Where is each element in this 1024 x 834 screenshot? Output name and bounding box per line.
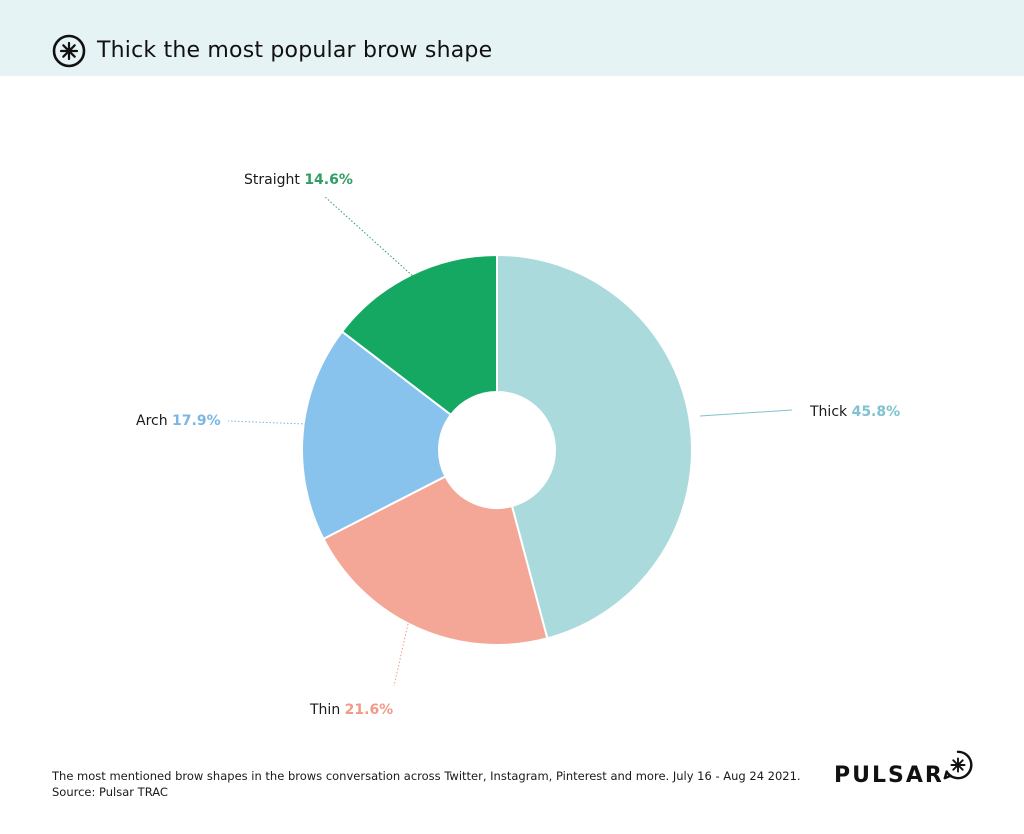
pulsar-brand-icon [943,750,973,780]
label-value-straight: 14.6% [304,172,353,188]
label-thick: Thick 45.8% [809,404,900,420]
slice-thick [496,253,693,640]
label-arch: Arch 17.9% [136,413,221,429]
footnote: The most mentioned brow shapes in the br… [52,768,801,800]
label-name-thick: Thick [809,404,852,420]
leader-line-thin [393,623,409,687]
leader-line-thick [699,409,793,417]
source-text: Source: Pulsar TRAC [52,785,168,799]
brand-name: PULSAR [834,763,944,788]
label-name-thin: Thin [309,702,345,718]
header-bar: Thick the most popular brow shape [0,0,1024,76]
label-name-straight: Straight [244,172,304,188]
donut-chart: Thick 45.8% Thin 21.6% Arch 17.9% Straight … [136,172,900,718]
label-value-thick: 45.8% [852,404,901,420]
label-value-arch: 17.9% [172,413,221,429]
footnote-text: The most mentioned brow shapes in the br… [52,769,801,783]
slice-straight [340,253,498,417]
slice-arch [301,330,453,541]
leader-line-arch [227,420,307,425]
label-value-thin: 21.6% [345,702,394,718]
page-title: Thick the most popular brow shape [97,38,493,63]
leader-line-straight [323,195,447,307]
pulsar-logo-icon [52,34,86,68]
label-name-arch: Arch [136,413,172,429]
label-thin: Thin 21.6% [309,702,393,718]
slice-thin [322,475,549,646]
label-straight: Straight 14.6% [244,172,353,188]
